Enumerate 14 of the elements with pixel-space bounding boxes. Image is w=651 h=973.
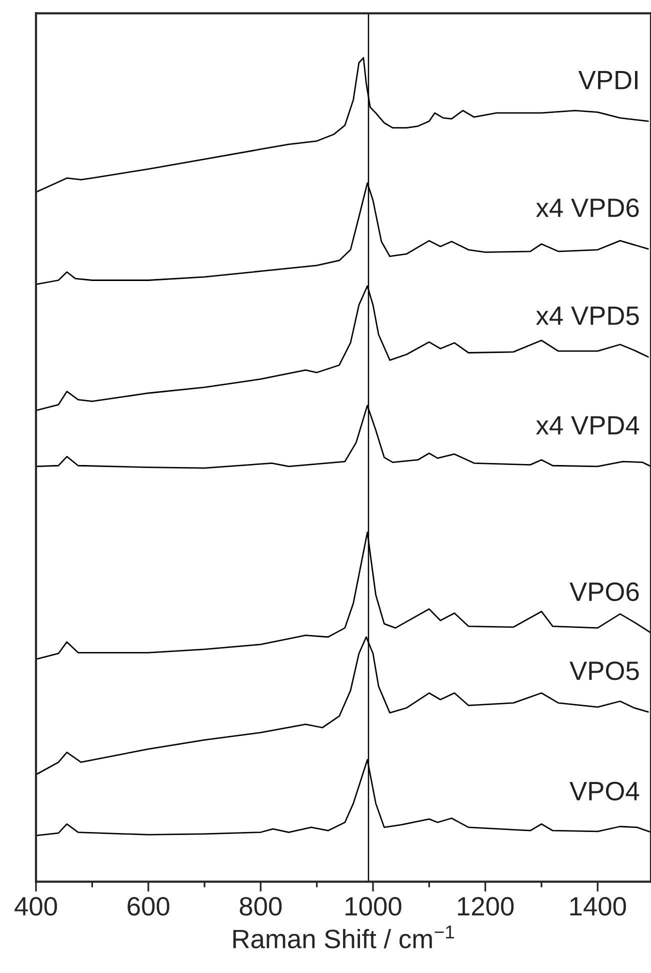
x-tick-label: 1400 xyxy=(570,896,626,916)
series-label: x4 VPD5 xyxy=(536,306,639,326)
series-label: VPO5 xyxy=(570,661,639,680)
x-tick-label: 800 xyxy=(240,896,282,916)
series-label: x4 VPD4 xyxy=(536,416,640,434)
x-axis-title: Raman Shift / cm$^{−1}$ xyxy=(233,926,454,948)
x-tick-label: 1200 xyxy=(458,896,514,916)
series-label: VPO6 xyxy=(570,582,639,602)
x-tick-label: 400 xyxy=(14,896,57,916)
x-tick-label: 600 xyxy=(128,896,170,916)
series-label: x4 VPD6 xyxy=(536,198,639,218)
series-label: VPO4 xyxy=(570,782,640,800)
x-tick-label: 1000 xyxy=(346,896,402,916)
series-label: VPDI xyxy=(578,71,638,90)
